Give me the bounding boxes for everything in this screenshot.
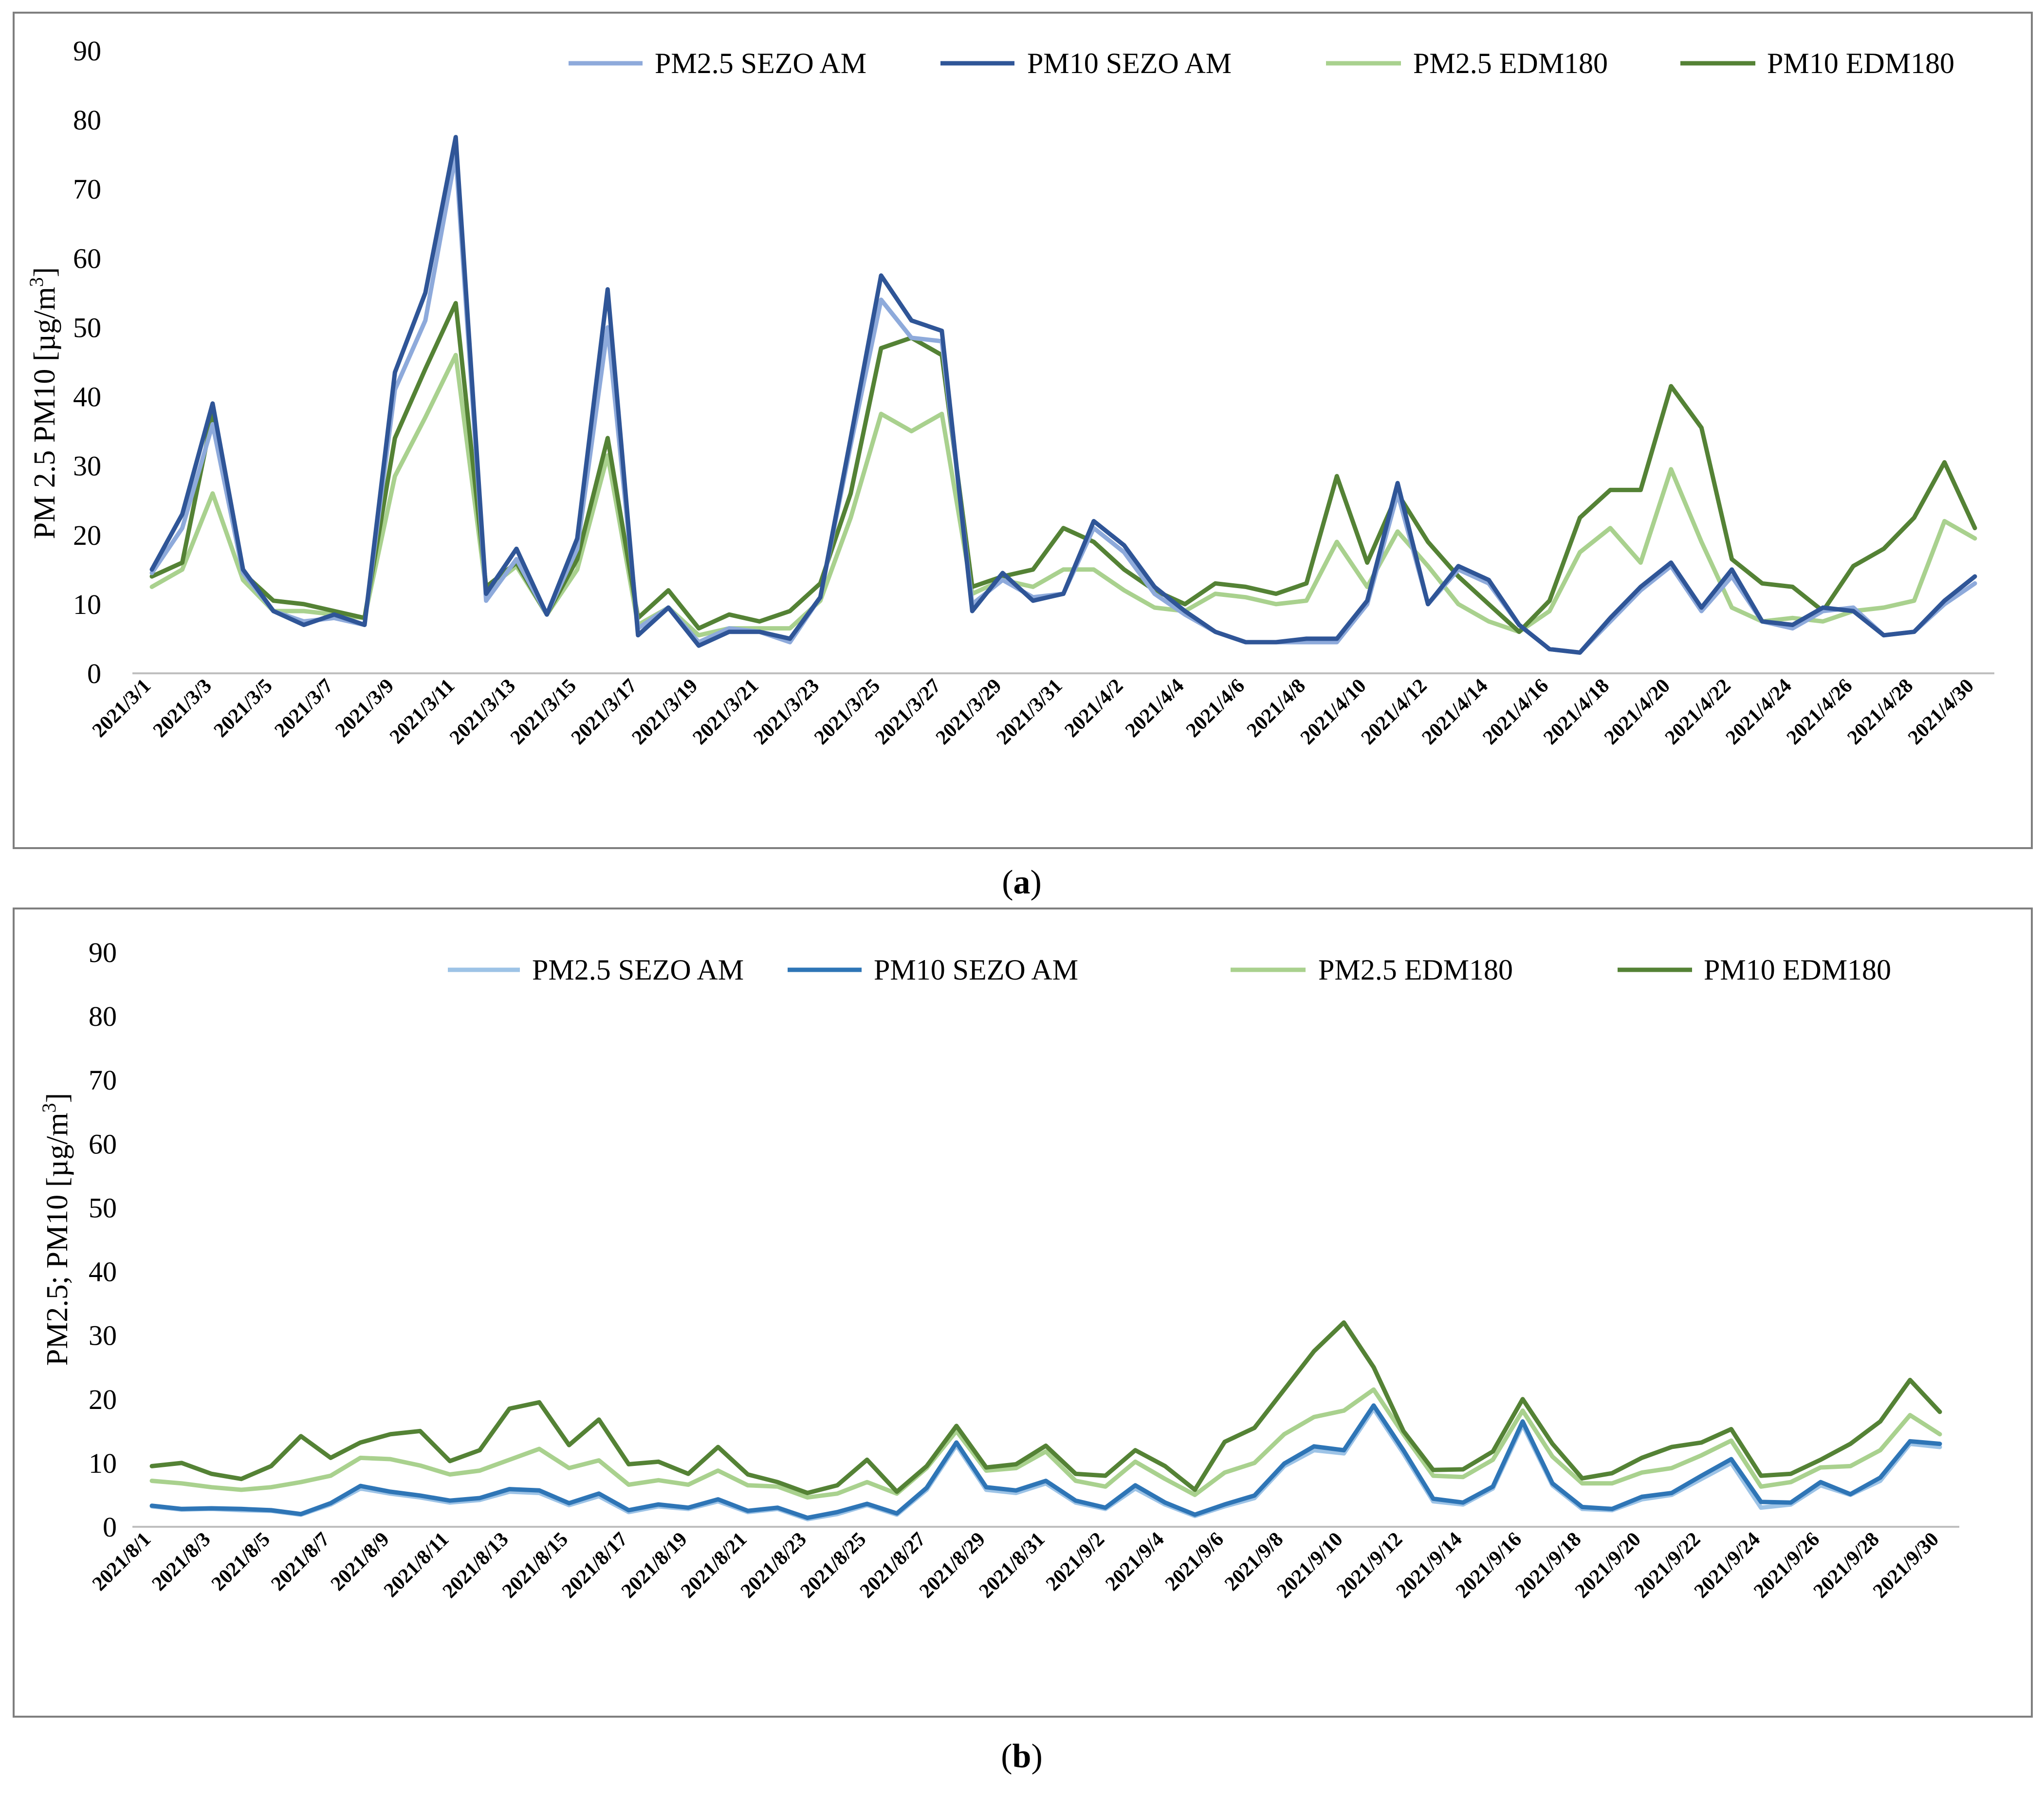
chart-b-y-tick: 20 xyxy=(89,1384,117,1415)
chart-b-y-tick: 0 xyxy=(103,1511,117,1543)
chart-a-legend-label: PM2.5 SEZO AM xyxy=(655,47,866,79)
chart-a-legend-label: PM10 SEZO AM xyxy=(1027,47,1232,79)
chart-b-series-pm10-sezo-am xyxy=(149,1403,1942,1520)
chart-a-y-tick: 10 xyxy=(73,589,101,620)
chart-b-legend-label: PM10 SEZO AM xyxy=(874,954,1078,986)
chart-a-series-pm10-edm180 xyxy=(149,301,1977,634)
chart-a-y-axis-label: PM 2.5 PM10 [µg/m3] xyxy=(25,267,61,539)
chart-a-series-pm2-5-edm180 xyxy=(149,352,1977,638)
chart-b-series-lines xyxy=(149,1320,1942,1521)
chart-a-y-tick: 50 xyxy=(73,312,101,343)
chart-a-y-tick: 0 xyxy=(87,658,101,689)
chart-a-y-tick: 40 xyxy=(73,381,101,413)
caption-b: (b) xyxy=(1001,1738,1043,1775)
chart-b-y-tick: 80 xyxy=(89,1000,117,1032)
chart-b-y-tick: 50 xyxy=(89,1192,117,1223)
chart-a-y-tick: 90 xyxy=(73,35,101,67)
chart-b-y-tick: 40 xyxy=(89,1256,117,1288)
chart-b-series-pm2-5-edm180 xyxy=(149,1387,1942,1500)
chart-a-y-tick: 80 xyxy=(73,104,101,136)
chart-a-series-lines xyxy=(149,135,1977,655)
chart-a-series-pm10-sezo-am xyxy=(149,135,1977,655)
chart-a-y-tick: 60 xyxy=(73,242,101,274)
chart-a-y-ticks: 0 10 20 30 40 50 60 70 80 90 xyxy=(73,35,101,689)
chart-a-y-tick: 70 xyxy=(73,173,101,205)
chart-b-series-pm10-edm180 xyxy=(149,1320,1942,1495)
chart-a-legend-label: PM10 EDM180 xyxy=(1767,47,1954,79)
chart-b-y-tick: 70 xyxy=(89,1064,117,1096)
chart-b-legend-label: PM2.5 EDM180 xyxy=(1318,954,1513,986)
chart-b-legend-label: PM10 EDM180 xyxy=(1704,954,1891,986)
chart-a-legend-label: PM2.5 EDM180 xyxy=(1413,47,1608,79)
chart-b-y-tick: 90 xyxy=(89,937,117,968)
chart-b-y-tick: 10 xyxy=(89,1447,117,1479)
chart-b-y-tick: 30 xyxy=(89,1320,117,1352)
chart-a-y-tick: 20 xyxy=(73,519,101,551)
chart-b-frame xyxy=(13,908,2033,1718)
chart-b-legend: PM2.5 SEZO AM PM10 SEZO AM PM2.5 EDM180 PM1… xyxy=(448,954,1891,986)
chart-b-y-ticks: 0 10 20 30 40 50 60 70 80 90 xyxy=(89,937,117,1543)
chart-a-legend: PM2.5 SEZO AM PM10 SEZO AM PM2.5 EDM180 PM1… xyxy=(569,47,1954,79)
chart-b-legend-label: PM2.5 SEZO AM xyxy=(532,954,744,986)
chart-a-y-tick: 30 xyxy=(73,450,101,482)
chart-b-y-tick: 60 xyxy=(89,1128,117,1160)
chart-a-frame xyxy=(13,12,2033,849)
caption-a: (a) xyxy=(1002,864,1042,901)
chart-b-y-axis-label: PM2.5; PM10 [µg/m3] xyxy=(38,1093,74,1366)
